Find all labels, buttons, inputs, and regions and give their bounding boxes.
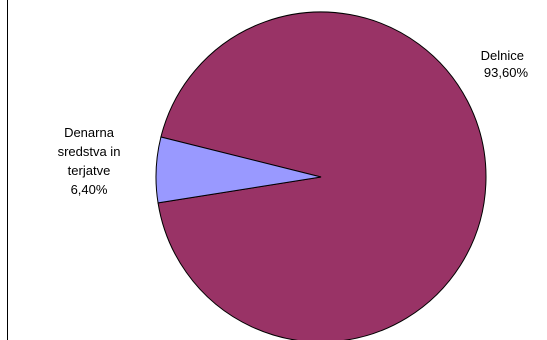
pie-slice-delnice: [157, 11, 487, 340]
data-label-denarna-line-3: terjatve: [68, 163, 111, 178]
data-label-denarna-value: 6,40%: [71, 182, 108, 197]
pie-slices: [155, 11, 487, 340]
data-label-denarna-line-2: sredstva in: [58, 144, 121, 159]
data-label-delnice-name: Delnice: [481, 48, 524, 63]
data-label-denarna-line-1: Denarna: [64, 125, 115, 140]
pie-slice-denarna-sredstva: [155, 136, 322, 204]
chart-frame-left-border: [7, 0, 8, 340]
data-label-delnice-value: 93,60%: [484, 65, 529, 80]
pie-labels: Delnice 93,60% Denarna sredstva in terjatve 6…: [58, 48, 529, 197]
